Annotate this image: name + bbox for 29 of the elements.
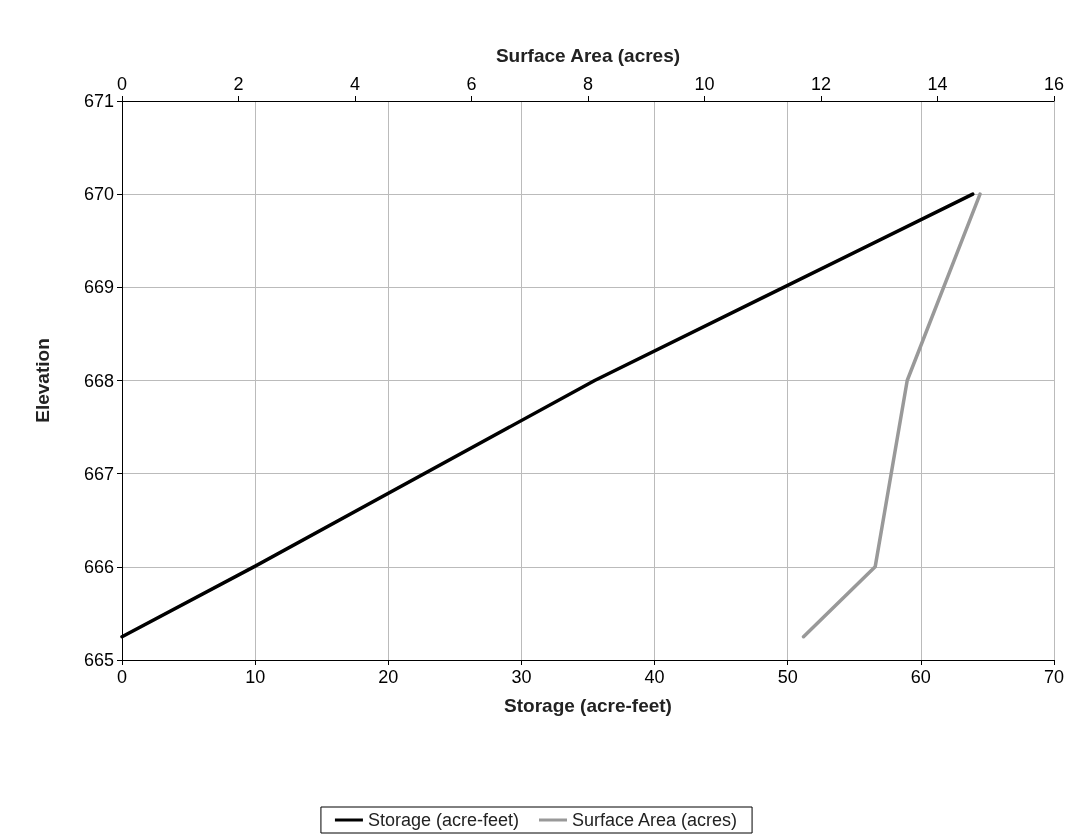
x2-tick-label: 10 — [694, 74, 715, 94]
legend-label: Storage (acre-feet) — [367, 810, 520, 830]
x-tick-label: 40 — [644, 667, 665, 687]
x-tick-label: 70 — [1043, 667, 1065, 687]
x2-tick-label: 6 — [466, 74, 477, 94]
x-tick-label: 20 — [378, 667, 399, 687]
x2-tick-label: 14 — [927, 74, 948, 94]
y-tick-label: 671 — [83, 91, 114, 111]
x2-tick-label: 16 — [1043, 74, 1065, 94]
x2-tick-label: 4 — [349, 74, 361, 94]
x-axis-title: Storage (acre-feet) — [504, 695, 672, 716]
y-axis-title: Elevation — [32, 338, 53, 423]
x2-tick-label: 2 — [233, 74, 244, 94]
y-tick-label: 666 — [83, 556, 114, 577]
y-tick-label: 665 — [83, 650, 114, 670]
x2-tick-label: 8 — [582, 74, 594, 94]
x-tick-label: 10 — [245, 667, 266, 687]
y-tick-label: 668 — [83, 370, 114, 391]
x-tick-label: 60 — [910, 667, 931, 687]
x-tick-label: 30 — [511, 667, 532, 687]
y-tick-label: 670 — [83, 184, 114, 205]
legend-label: Surface Area (acres) — [572, 810, 738, 830]
x-tick-label: 50 — [777, 667, 798, 687]
x2-tick-label: 0 — [116, 74, 128, 94]
x-tick-label: 0 — [116, 667, 128, 687]
x2-axis-title: Surface Area (acres) — [495, 45, 681, 66]
y-tick-label: 669 — [83, 277, 114, 298]
x2-tick-label: 12 — [810, 74, 832, 94]
y-tick-label: 667 — [83, 463, 114, 484]
